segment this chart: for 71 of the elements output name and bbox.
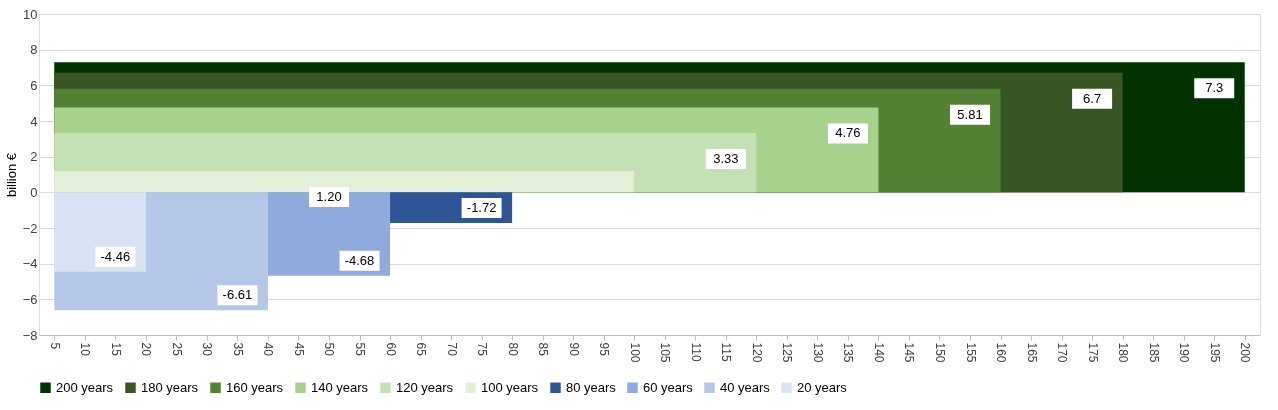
legend-label: 120 years xyxy=(396,379,454,395)
data-label: -6.61 xyxy=(222,287,253,303)
x-tick-label: 150 xyxy=(932,342,947,363)
y-tick-label: 0 xyxy=(30,184,38,200)
legend-label: 40 years xyxy=(720,379,771,395)
legend-label: 60 years xyxy=(643,379,694,395)
y-tick-label: −4 xyxy=(22,256,38,272)
legend-label: 160 years xyxy=(226,379,284,395)
legend-label: 140 years xyxy=(311,379,369,395)
y-tick-label: 8 xyxy=(30,42,38,58)
data-label: 5.81 xyxy=(957,106,983,122)
x-tick-label: 195 xyxy=(1207,342,1222,363)
legend-label: 200 years xyxy=(56,379,114,395)
x-tick-label: 30 xyxy=(200,342,215,357)
x-tick-label: 60 xyxy=(383,342,398,357)
x-tick-label: 55 xyxy=(353,342,368,357)
x-tick-label: 165 xyxy=(1024,342,1039,363)
x-tick-label: 170 xyxy=(1055,342,1070,363)
x-tick-label: 65 xyxy=(414,342,429,357)
x-tick-label: 130 xyxy=(810,342,825,363)
y-tick-label: −8 xyxy=(22,327,38,343)
x-tick-label: 80 xyxy=(505,342,520,357)
x-tick-label: 105 xyxy=(658,342,673,363)
x-tick-label: 180 xyxy=(1116,342,1131,363)
x-tick-label: 25 xyxy=(169,342,184,357)
x-tick-label: 85 xyxy=(536,342,551,357)
x-tick-label: 135 xyxy=(841,342,856,363)
x-tick-label: 75 xyxy=(475,342,490,357)
legend-label: 80 years xyxy=(566,379,617,395)
y-tick-label: −2 xyxy=(22,220,38,236)
y-tick-label: 4 xyxy=(30,113,38,129)
x-tick-label: 5 xyxy=(47,342,62,350)
x-tick-label: 90 xyxy=(566,342,581,357)
y-tick-label: 10 xyxy=(23,6,38,22)
x-tick-label: 125 xyxy=(780,342,795,363)
x-tick-label: 145 xyxy=(902,342,917,363)
x-tick-label: 70 xyxy=(444,342,459,357)
legend-label: 100 years xyxy=(481,379,539,395)
data-label: -1.72 xyxy=(466,200,497,216)
data-label: 4.76 xyxy=(835,125,861,141)
x-tick-label: 190 xyxy=(1177,342,1192,363)
x-tick-label: 50 xyxy=(322,342,337,357)
data-label: 1.20 xyxy=(316,188,342,204)
x-tick-label: 20 xyxy=(139,342,154,357)
x-tick-label: 185 xyxy=(1146,342,1161,363)
x-tick-label: 115 xyxy=(719,342,734,362)
x-tick-label: 200 xyxy=(1238,342,1253,363)
data-label: -4.46 xyxy=(100,248,131,264)
x-tick-label: 160 xyxy=(994,342,1009,363)
x-tick-label: 35 xyxy=(230,342,245,357)
y-axis-title: billion € xyxy=(3,152,19,198)
legend-label: 180 years xyxy=(141,379,199,395)
y-tick-label: −6 xyxy=(22,291,38,307)
y-tick-label: 2 xyxy=(30,149,38,165)
x-tick-label: 100 xyxy=(627,342,642,363)
data-label: 3.33 xyxy=(713,150,739,166)
x-tick-label: 15 xyxy=(108,342,123,357)
x-tick-label: 155 xyxy=(963,342,978,363)
x-tick-label: 45 xyxy=(291,342,306,357)
x-tick-label: 10 xyxy=(78,342,93,357)
x-tick-label: 140 xyxy=(871,342,886,363)
x-tick-label: 40 xyxy=(261,342,276,357)
data-label: 6.7 xyxy=(1083,90,1102,106)
data-label: -4.68 xyxy=(344,252,375,268)
x-tick-label: 110 xyxy=(688,342,703,362)
y-tick-label: 6 xyxy=(30,77,38,93)
x-tick-label: 120 xyxy=(749,342,764,363)
x-tick-label: 95 xyxy=(597,342,612,357)
x-tick-label: 175 xyxy=(1085,342,1100,363)
legend-label: 20 years xyxy=(797,379,848,395)
data-label: 7.3 xyxy=(1205,80,1224,96)
